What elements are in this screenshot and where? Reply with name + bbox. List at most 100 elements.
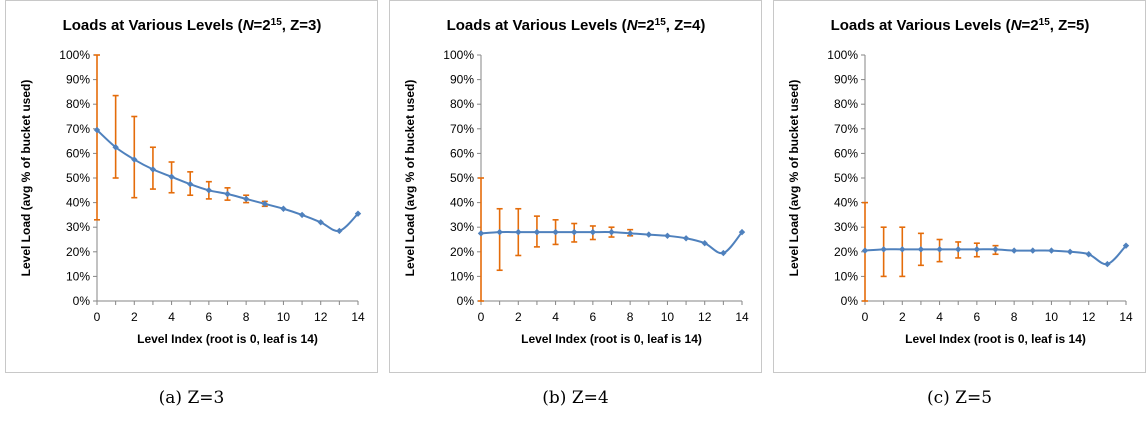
y-tick-label: 70% bbox=[834, 122, 858, 136]
y-tick-label: 10% bbox=[66, 269, 90, 283]
data-point bbox=[112, 144, 119, 151]
x-tick-label: 4 bbox=[552, 310, 559, 324]
data-point bbox=[992, 246, 999, 253]
data-point bbox=[738, 228, 746, 236]
chart-title-part: N bbox=[627, 17, 639, 34]
y-tick-label: 30% bbox=[66, 220, 90, 234]
data-point bbox=[477, 230, 485, 237]
x-tick-label: 12 bbox=[314, 310, 328, 324]
chart-title-part: , Z=3) bbox=[282, 17, 322, 34]
x-tick-label: 14 bbox=[1119, 310, 1133, 324]
y-axis-label: Level Load (avg % of bucket used) bbox=[403, 80, 417, 277]
x-tick-label: 6 bbox=[974, 310, 981, 324]
x-tick-label: 12 bbox=[1082, 310, 1096, 324]
data-point bbox=[496, 228, 503, 236]
chart-title-part: , Z=4) bbox=[666, 17, 706, 34]
data-point bbox=[533, 228, 541, 236]
chart-title-part: =2 bbox=[254, 17, 271, 34]
data-point bbox=[336, 227, 343, 235]
data-point bbox=[571, 228, 578, 236]
y-tick-label: 90% bbox=[450, 73, 474, 87]
y-tick-label: 20% bbox=[66, 245, 90, 259]
x-tick-label: 2 bbox=[899, 310, 906, 324]
x-tick-label: 0 bbox=[94, 310, 101, 324]
y-tick-label: 70% bbox=[450, 122, 474, 136]
data-point bbox=[1085, 251, 1092, 258]
data-point bbox=[1066, 248, 1074, 255]
chart-svg-z5: Loads at Various Levels (N=215, Z=5) 0% 10… bbox=[787, 17, 1133, 347]
data-point bbox=[861, 247, 869, 254]
y-tick-label: 0% bbox=[841, 294, 859, 308]
y-tick-label: 50% bbox=[834, 171, 858, 185]
data-point bbox=[261, 200, 268, 208]
x-tick-label: 14 bbox=[351, 310, 365, 324]
data-point bbox=[1048, 247, 1055, 254]
data-point bbox=[1122, 242, 1130, 249]
data-point bbox=[149, 166, 157, 173]
x-axis-label: Level Index (root is 0, leaf is 14) bbox=[905, 332, 1086, 346]
caption-z3: (a) Z=3 bbox=[158, 388, 225, 408]
y-tick-label: 70% bbox=[66, 122, 90, 136]
x-tick-label: 8 bbox=[243, 310, 250, 324]
x-tick-label: 2 bbox=[131, 310, 138, 324]
x-axis-label: Level Index (root is 0, leaf is 14) bbox=[521, 332, 702, 346]
data-point bbox=[899, 246, 906, 253]
y-tick-label: 80% bbox=[66, 97, 90, 111]
chart-panel-z4: Loads at Various Levels (N=215, Z=4) 0% 10… bbox=[389, 0, 762, 373]
chart-title-part: =2 bbox=[638, 17, 655, 34]
chart-title-part: 15 bbox=[1039, 17, 1051, 28]
chart-title: Loads at Various Levels (N=215, Z=4) bbox=[447, 17, 706, 35]
data-point bbox=[280, 205, 287, 212]
y-tick-label: 0% bbox=[457, 294, 475, 308]
data-point bbox=[242, 195, 250, 203]
chart-title-part: N bbox=[243, 17, 255, 34]
y-tick-label: 10% bbox=[834, 269, 858, 283]
data-point bbox=[682, 235, 690, 242]
data-point bbox=[645, 231, 652, 238]
data-point bbox=[317, 219, 324, 226]
data-point bbox=[131, 156, 138, 163]
x-tick-label: 0 bbox=[862, 310, 869, 324]
y-tick-label: 50% bbox=[450, 171, 474, 185]
chart-title-part: Loads at Various Levels ( bbox=[831, 17, 1011, 34]
y-tick-label: 60% bbox=[450, 146, 474, 160]
data-point bbox=[1010, 247, 1018, 254]
data-point bbox=[608, 228, 615, 236]
series-line bbox=[96, 129, 359, 233]
data-point bbox=[187, 180, 194, 188]
data-point bbox=[354, 210, 362, 217]
chart-title: Loads at Various Levels (N=215, Z=3) bbox=[63, 17, 322, 35]
y-tick-label: 100% bbox=[443, 48, 474, 62]
y-tick-label: 50% bbox=[66, 171, 90, 185]
data-point bbox=[224, 190, 231, 198]
data-point bbox=[298, 211, 306, 219]
data-point bbox=[973, 246, 981, 253]
chart-title-part: =2 bbox=[1022, 17, 1039, 34]
data-point bbox=[880, 246, 887, 253]
chart-title-part: 15 bbox=[655, 17, 667, 28]
x-tick-label: 10 bbox=[277, 310, 291, 324]
chart-svg-z3: Loads at Various Levels (N=215, Z=3) 0% 10… bbox=[19, 17, 365, 347]
chart-title-part: N bbox=[1011, 17, 1023, 34]
x-tick-label: 0 bbox=[478, 310, 485, 324]
caption-z5: (c) Z=5 bbox=[926, 388, 993, 408]
y-tick-label: 90% bbox=[66, 73, 90, 87]
caption-z4: (b) Z=4 bbox=[542, 388, 609, 408]
x-tick-label: 12 bbox=[698, 310, 712, 324]
data-point bbox=[936, 246, 943, 253]
data-point bbox=[955, 246, 962, 253]
x-tick-label: 6 bbox=[590, 310, 597, 324]
data-point bbox=[701, 239, 708, 247]
data-point bbox=[589, 228, 597, 236]
data-point bbox=[552, 228, 559, 236]
data-point bbox=[1104, 260, 1111, 268]
data-point bbox=[205, 187, 213, 194]
chart-title: Loads at Various Levels (N=215, Z=5) bbox=[831, 17, 1090, 35]
y-tick-label: 80% bbox=[834, 97, 858, 111]
y-tick-label: 20% bbox=[834, 245, 858, 259]
y-tick-label: 60% bbox=[66, 146, 90, 160]
x-tick-label: 10 bbox=[661, 310, 675, 324]
x-tick-label: 10 bbox=[1045, 310, 1059, 324]
y-tick-label: 100% bbox=[59, 48, 90, 62]
x-axis-label: Level Index (root is 0, leaf is 14) bbox=[137, 332, 318, 346]
